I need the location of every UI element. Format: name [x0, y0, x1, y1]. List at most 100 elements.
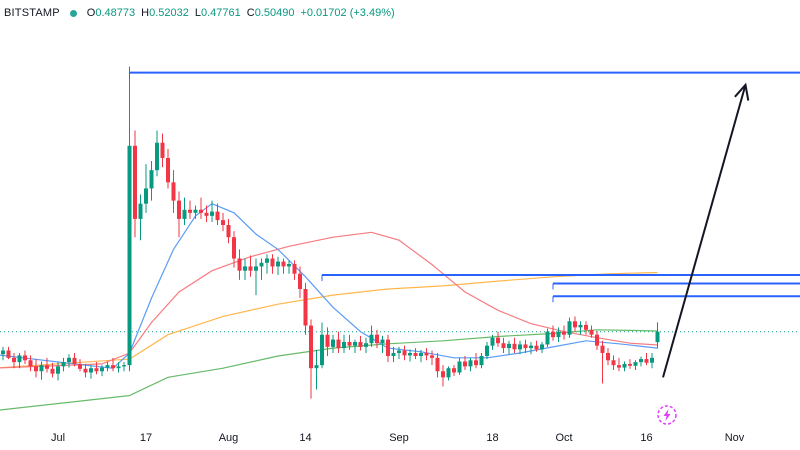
- exchange-name: BITSTAMP: [4, 7, 60, 19]
- x-tick-label: 18: [486, 432, 499, 444]
- candle-body-48: [254, 266, 258, 271]
- candle-body-74: [397, 350, 401, 353]
- candle-body-38: [199, 209, 203, 213]
- candle-body-109: [589, 329, 594, 335]
- candle-body-98: [529, 345, 533, 349]
- candle-body-5: [17, 355, 22, 363]
- market-status-dot-icon: [69, 9, 77, 17]
- candle-body-23: [116, 366, 121, 369]
- candle-body-68: [364, 343, 368, 347]
- open-value: O0.48773: [86, 7, 136, 19]
- candle-body-103: [556, 331, 561, 338]
- candle-body-99: [534, 345, 539, 350]
- candle-body-9: [39, 365, 44, 372]
- moving-average-ma_slow_orange: [0, 271, 658, 369]
- candle-body-59: [314, 365, 319, 369]
- candle-body-39: [204, 212, 209, 216]
- projection-arrow-shaft: [662, 84, 747, 378]
- candle-body-61: [325, 334, 330, 347]
- candle-body-69: [369, 334, 374, 344]
- candle-body-75: [402, 350, 407, 356]
- candle-body-92: [496, 337, 500, 344]
- time-axis[interactable]: Jul 17 Aug 14 Sep 18 Oct 16 Nov: [0, 428, 800, 450]
- candle-body-78: [419, 352, 423, 357]
- candle-body-37: [193, 209, 198, 213]
- candle-body-57: [303, 288, 308, 326]
- candle-body-11: [50, 368, 55, 374]
- candle-body-29: [149, 170, 154, 189]
- candle-body-33: [171, 182, 176, 201]
- x-tick-label: Jul: [50, 432, 66, 444]
- candle-body-42: [221, 220, 225, 225]
- candle-body-35: [182, 209, 187, 219]
- low-value: L0.47761: [194, 7, 241, 19]
- candle-body-94: [507, 343, 511, 349]
- candle-body-81: [435, 357, 440, 372]
- candle-body-111: [600, 345, 605, 353]
- candle-body-46: [243, 266, 247, 271]
- candle-body-82: [441, 371, 445, 378]
- candle-body-53: [281, 261, 286, 267]
- candle-body-3: [6, 350, 11, 358]
- candle-body-64: [342, 342, 346, 349]
- candle-body-49: [259, 262, 264, 267]
- candle-body-77: [413, 352, 418, 357]
- candle-body-21: [105, 365, 110, 368]
- lightning-icon[interactable]: [656, 404, 678, 426]
- candle-body-93: [501, 343, 506, 349]
- candle-body-102: [551, 331, 555, 338]
- candle-body-22: [111, 365, 115, 369]
- candle-body-79: [424, 352, 429, 356]
- candle-body-101: [545, 331, 550, 345]
- candle-body-2: [1, 350, 5, 355]
- candle-body-8: [34, 366, 38, 372]
- x-tick-label: Aug: [218, 432, 239, 444]
- candle-body-51: [270, 258, 275, 267]
- candle-body-17: [83, 368, 88, 373]
- candle-body-119: [644, 359, 649, 363]
- candle-body-105: [567, 321, 572, 335]
- candle-body-13: [61, 362, 66, 367]
- candle-body-56: [298, 273, 302, 289]
- x-tick-label: 14: [299, 432, 312, 444]
- candle-body-115: [622, 363, 627, 368]
- x-tick-label: Oct: [555, 432, 573, 444]
- candle-body-112: [606, 352, 610, 361]
- close-value: C0.50490: [246, 7, 295, 19]
- candle-body-120: [650, 357, 654, 363]
- candle-body-62: [331, 339, 335, 347]
- candle-body-84: [452, 368, 456, 373]
- candle-body-72: [386, 339, 390, 357]
- candle-body-86: [463, 361, 467, 367]
- x-tick-label: Nov: [724, 432, 745, 444]
- x-tick-label: 17: [139, 432, 153, 444]
- candle-body-73: [391, 352, 396, 357]
- candle-body-24: [122, 365, 126, 367]
- candle-body-19: [94, 368, 99, 372]
- candle-body-90: [485, 345, 489, 357]
- candle-body-80: [430, 355, 434, 358]
- candle-body-60: [320, 334, 324, 366]
- price-chart[interactable]: [0, 0, 800, 428]
- candle-body-36: [188, 209, 192, 213]
- candle-body-25: [127, 145, 132, 366]
- candle-body-89: [479, 356, 484, 366]
- candle-body-50: [265, 258, 269, 263]
- moving-average-ma_mid: [0, 231, 658, 369]
- candle-body-15: [72, 357, 77, 364]
- candle-body-97: [523, 344, 528, 349]
- candle-body-106: [573, 321, 577, 328]
- candle-body-43: [226, 225, 231, 238]
- chart-header: BITSTAMP O0.48773 H0.52032 L0.47761 C0.5…: [0, 0, 800, 26]
- candle-body-66: [353, 342, 357, 346]
- candle-body-12: [56, 366, 60, 374]
- candle-body-85: [457, 361, 462, 373]
- candle-body-100: [540, 344, 544, 350]
- candle-body-104: [562, 331, 566, 335]
- candle-body-91: [490, 337, 495, 346]
- candle-body-41: [215, 211, 220, 221]
- candle-body-6: [23, 355, 27, 361]
- candle-body-44: [232, 237, 236, 259]
- candle-body-96: [518, 344, 522, 350]
- candle-body-67: [358, 342, 363, 347]
